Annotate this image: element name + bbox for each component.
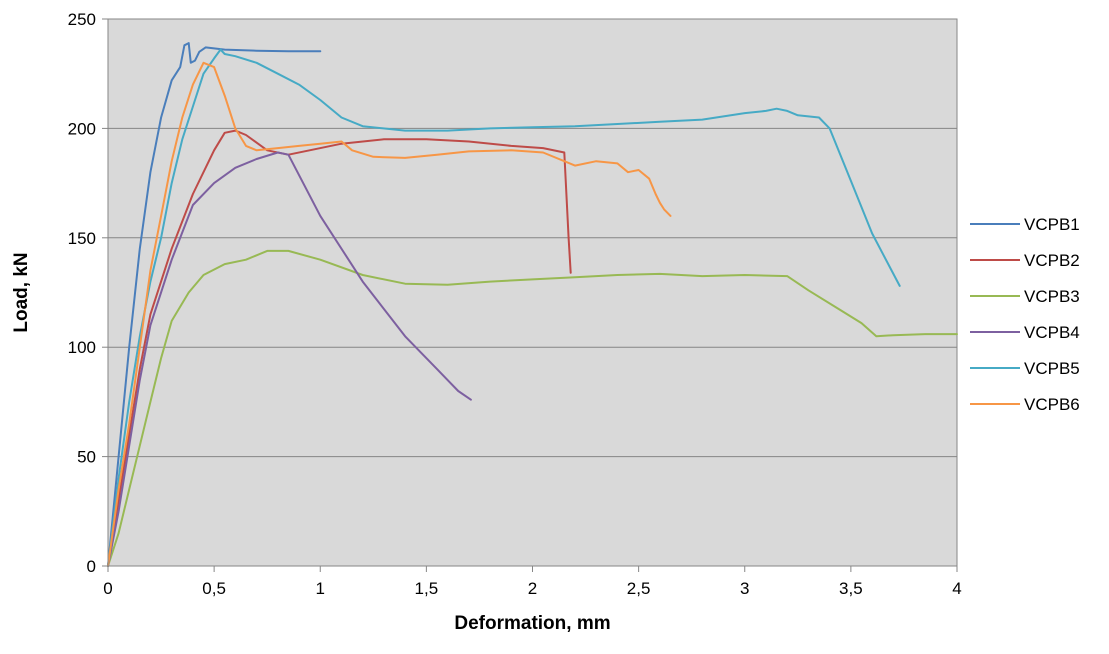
legend-label: VCPB1 (1024, 215, 1080, 234)
legend-item-vcpb1: VCPB1 (970, 215, 1080, 234)
y-tick-label: 50 (77, 448, 96, 467)
series-line-vcpb4 (107, 151, 472, 567)
series-line-vcpb6 (107, 61, 672, 567)
series-line-vcpb2 (107, 129, 572, 567)
x-tick-label: 3 (740, 579, 749, 598)
x-tick-label: 3,5 (839, 579, 863, 598)
plot-area (107, 18, 958, 567)
legend-item-vcpb2: VCPB2 (970, 251, 1080, 270)
x-tick-label: 1 (316, 579, 325, 598)
legend-item-vcpb6: VCPB6 (970, 395, 1080, 414)
y-tick-label: 250 (68, 10, 96, 29)
gridlines (108, 18, 957, 458)
legend-item-vcpb5: VCPB5 (970, 359, 1080, 378)
x-tick-label: 2 (528, 579, 537, 598)
x-axis-title: Deformation, mm (454, 613, 610, 634)
series-line-vcpb3 (107, 249, 958, 567)
legend-item-vcpb4: VCPB4 (970, 323, 1080, 342)
y-tick-label: 0 (87, 557, 96, 576)
legend-label: VCPB3 (1024, 287, 1080, 306)
legend-label: VCPB5 (1024, 359, 1080, 378)
legend-label: VCPB6 (1024, 395, 1080, 414)
x-tick-label: 4 (952, 579, 961, 598)
series-layer (107, 42, 958, 567)
x-tick-label: 1,5 (415, 579, 439, 598)
series-line-vcpb1 (107, 42, 322, 567)
x-tick-label: 0,5 (202, 579, 226, 598)
x-tick-label: 2,5 (627, 579, 651, 598)
y-tick-label: 200 (68, 119, 96, 138)
legend-label: VCPB2 (1024, 251, 1080, 270)
y-axis-title: Load, kN (11, 252, 32, 332)
series-line-vcpb5 (107, 48, 901, 567)
x-tick-label: 0 (103, 579, 112, 598)
legend-item-vcpb3: VCPB3 (970, 287, 1080, 306)
legend-label: VCPB4 (1024, 323, 1080, 342)
axes: 0 50 100 150 200 250 0 0,5 1 1,5 2 2,5 3 3,5 4 (68, 10, 962, 598)
legend: VCPB1 VCPB2 VCPB3 VCPB4 VCPB5 VCPB6 (970, 215, 1080, 414)
y-tick-label: 100 (68, 338, 96, 357)
y-tick-label: 150 (68, 229, 96, 248)
